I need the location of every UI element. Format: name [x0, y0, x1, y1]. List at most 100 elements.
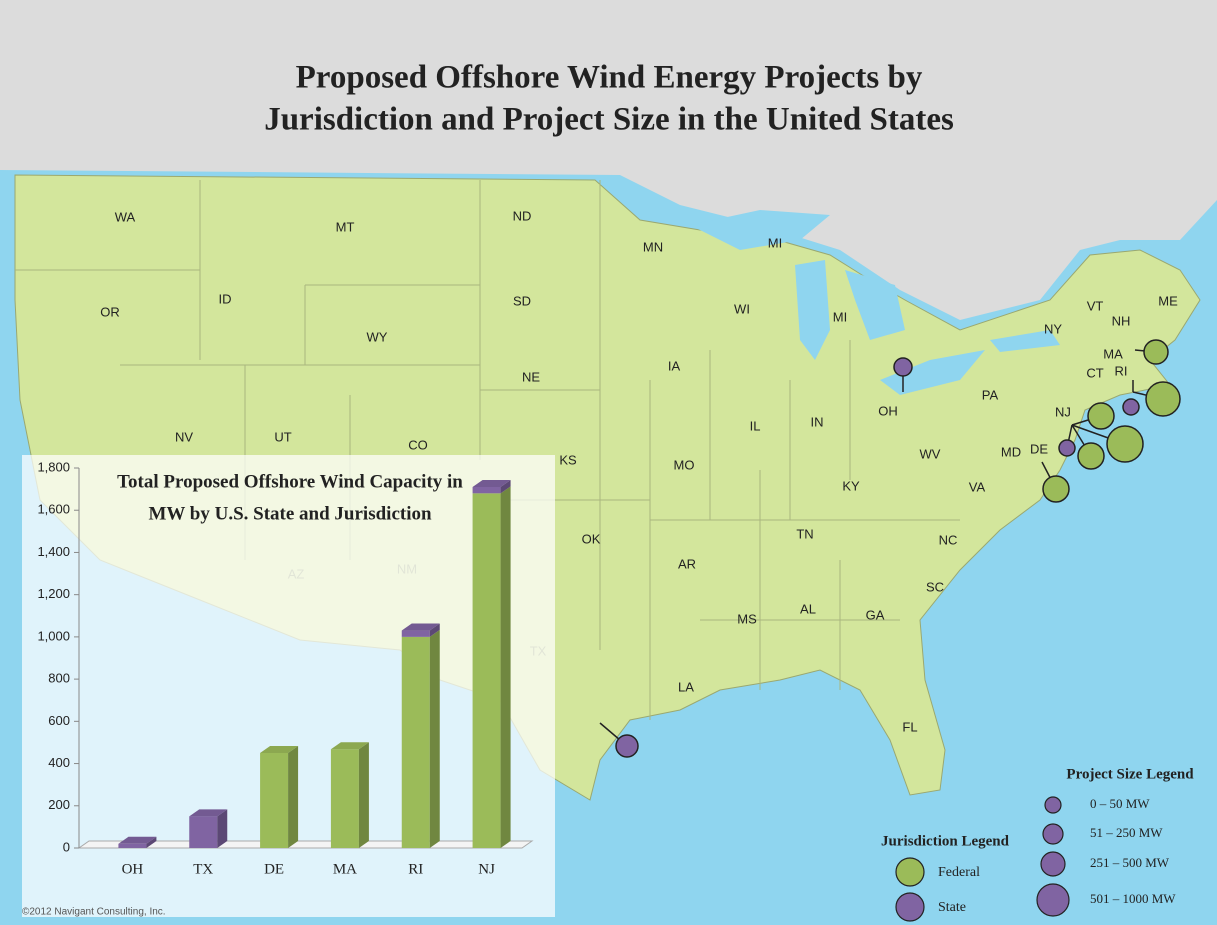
state-label: LA: [678, 679, 694, 694]
project-state: [893, 357, 913, 377]
state-label: MT: [336, 219, 355, 234]
project-federal: [1143, 339, 1169, 365]
state-label: WI: [734, 301, 750, 316]
size-swatch: [1036, 883, 1070, 917]
y-tick-label: 1,800: [37, 459, 70, 474]
state-label: NC: [939, 532, 958, 547]
state-label: ME: [1158, 293, 1178, 308]
state-label: WY: [367, 329, 388, 344]
bar-side: [429, 623, 440, 637]
state-label: WA: [115, 209, 136, 224]
state-label: OK: [582, 531, 601, 546]
credit: ©2012 Navigant Consulting, Inc.: [22, 907, 166, 918]
state-label: NH: [1112, 313, 1131, 328]
bar-segment: [330, 749, 359, 848]
state-label: CO: [408, 437, 428, 452]
size-label: 51 – 250 MW: [1090, 825, 1163, 840]
x-tick-label: MA: [333, 861, 357, 877]
y-tick-label: 1,200: [37, 586, 70, 601]
state-label: MO: [674, 457, 695, 472]
x-tick-label: TX: [193, 861, 213, 877]
state-label: SC: [926, 579, 944, 594]
y-tick-label: 1,000: [37, 628, 70, 643]
bar-segment: [472, 487, 501, 494]
legend-title: Jurisdiction Legend: [881, 833, 1010, 849]
size-label: 501 – 1000 MW: [1090, 891, 1176, 906]
state-label: MD: [1001, 444, 1021, 459]
state-label: UT: [274, 429, 291, 444]
jurisdiction-swatch: [895, 892, 925, 922]
x-tick-label: RI: [408, 861, 423, 877]
bar-side: [358, 742, 369, 848]
state-label: IL: [750, 418, 761, 433]
state-label: PA: [982, 387, 999, 402]
y-tick-label: 0: [63, 839, 70, 854]
project-state: [1122, 398, 1140, 416]
state-label: AL: [800, 601, 816, 616]
bar-top: [472, 480, 511, 487]
title-line: Jurisdiction and Project Size in the Uni…: [264, 102, 954, 138]
project-markers: [599, 339, 1181, 758]
bar-side: [500, 486, 511, 848]
state-label: ND: [513, 208, 532, 223]
chart-title: Total Proposed Offshore Wind Capacity in: [117, 471, 463, 492]
state-label: DE: [1030, 441, 1048, 456]
great-lakes: [690, 210, 1060, 395]
jurisdiction-legend: Federal State: [895, 857, 980, 922]
state-label: NE: [522, 369, 540, 384]
project-state: [1058, 439, 1076, 457]
state-label: OH: [878, 403, 898, 418]
state-label: MI: [833, 309, 847, 324]
bar-top: [189, 809, 228, 817]
bar-segment: [401, 636, 430, 848]
y-tick-label: 200: [48, 797, 70, 812]
size-swatch: [1042, 823, 1064, 845]
size-legend-circles: [1036, 796, 1070, 917]
x-tick-label: OH: [122, 861, 144, 877]
y-tick-label: 600: [48, 713, 70, 728]
state-label: AR: [678, 556, 696, 571]
x-tick-label: NJ: [478, 861, 495, 877]
size-swatch: [1040, 851, 1066, 877]
x-tick-label: DE: [264, 861, 284, 877]
state-label: RI: [1115, 363, 1128, 378]
bar-segment: [260, 753, 289, 848]
bar-segment: [401, 630, 430, 637]
y-tick-label: 1,600: [37, 502, 70, 517]
state-label: IA: [668, 358, 681, 373]
project-state: [615, 734, 639, 758]
y-tick-label: 1,400: [37, 544, 70, 559]
state-label: FL: [902, 719, 917, 734]
bar-top: [401, 623, 440, 631]
project-federal: [1077, 442, 1105, 470]
bar-side: [217, 809, 228, 848]
bar-side: [429, 629, 440, 848]
bar-top: [118, 836, 157, 844]
project-federal: [1106, 425, 1144, 463]
state-label: MS: [737, 611, 757, 626]
size-label: 0 – 50 MW: [1090, 796, 1150, 811]
y-tick-label: 400: [48, 755, 70, 770]
state-label: KS: [559, 452, 577, 467]
state-label: MA: [1103, 346, 1123, 361]
state-label: NY: [1044, 321, 1062, 336]
project-federal: [1042, 475, 1070, 503]
legend-label: Federal: [938, 865, 980, 880]
bar-top: [330, 742, 369, 750]
bar-side: [288, 746, 299, 848]
project-federal: [1145, 381, 1181, 417]
chart-title: MW by U.S. State and Jurisdiction: [148, 503, 432, 524]
bar-segment: [118, 843, 147, 848]
legend-title: Project Size Legend: [1066, 766, 1194, 782]
canada: [0, 0, 1217, 320]
size-swatch: [1044, 796, 1062, 814]
bar-segment: [472, 493, 501, 848]
inset-chart: 0 200 400 600 800 1,000 1,200 1,400 1,600 1,800 OH…: [37, 459, 534, 877]
state-label: GA: [866, 607, 885, 622]
state-label: NV: [175, 429, 193, 444]
state-label: ID: [219, 291, 232, 306]
state-label: KY: [842, 478, 860, 493]
legend-label: State: [938, 900, 966, 915]
state-label: VA: [969, 479, 986, 494]
